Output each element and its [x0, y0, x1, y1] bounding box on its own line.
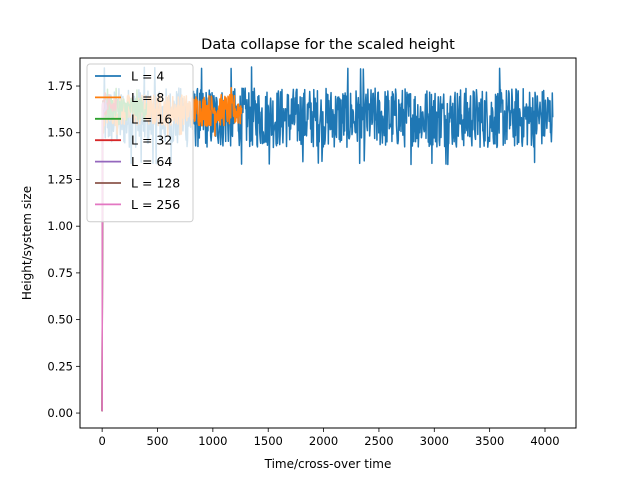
- x-tick-label: 2500: [364, 434, 393, 448]
- x-axis-label: Time/cross-over time: [264, 457, 392, 471]
- legend-label: L = 256: [131, 197, 180, 212]
- x-axis-ticks: 0 500 1000 1500 2000 2500 3000 3500 4000: [98, 428, 560, 448]
- legend-label: L = 8: [131, 90, 164, 105]
- y-tick-label: 1.75: [47, 79, 73, 93]
- axes-frame: [79, 57, 577, 429]
- y-tick-label: 0.25: [47, 359, 73, 373]
- x-tick-label: 500: [147, 434, 169, 448]
- y-tick-label: 0.75: [47, 266, 73, 280]
- x-tick-label: 3500: [475, 434, 504, 448]
- x-tick-label: 3000: [420, 434, 449, 448]
- legend-label: L = 64: [131, 154, 172, 169]
- y-tick-label: 1.50: [47, 126, 73, 140]
- x-tick-label: 1500: [254, 434, 283, 448]
- y-tick-label: 1.25: [47, 172, 73, 186]
- legend-label: L = 128: [131, 176, 180, 191]
- chart-title: Data collapse for the scaled height: [201, 37, 455, 53]
- x-tick-label: 2000: [309, 434, 338, 448]
- legend: L = 4 L = 8 L = 16 L = 32 L = 64 L = 128 L = 2…: [86, 63, 194, 223]
- y-tick-label: 0.50: [47, 313, 73, 327]
- y-axis-label: Height/system size: [20, 186, 34, 300]
- x-tick-label: 4000: [530, 434, 559, 448]
- x-tick-label: 1000: [198, 434, 227, 448]
- y-tick-label: 0.00: [47, 406, 73, 420]
- y-tick-label: 1.00: [47, 219, 73, 233]
- x-tick-label: 0: [98, 434, 105, 448]
- legend-label: L = 32: [131, 133, 172, 148]
- y-axis-ticks: 0.00 0.25 0.50 0.75 1.00 1.25 1.50 1.75: [47, 79, 80, 420]
- legend-label: L = 16: [131, 111, 172, 126]
- legend-label: L = 4: [131, 69, 164, 84]
